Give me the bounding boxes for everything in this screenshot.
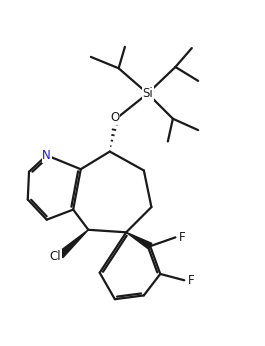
- Text: F: F: [188, 274, 195, 287]
- Polygon shape: [126, 232, 152, 249]
- Text: N: N: [42, 149, 51, 162]
- Text: Cl: Cl: [50, 250, 61, 263]
- Text: O: O: [110, 111, 120, 124]
- Polygon shape: [58, 230, 88, 258]
- Text: F: F: [179, 231, 186, 244]
- Text: Si: Si: [142, 87, 153, 100]
